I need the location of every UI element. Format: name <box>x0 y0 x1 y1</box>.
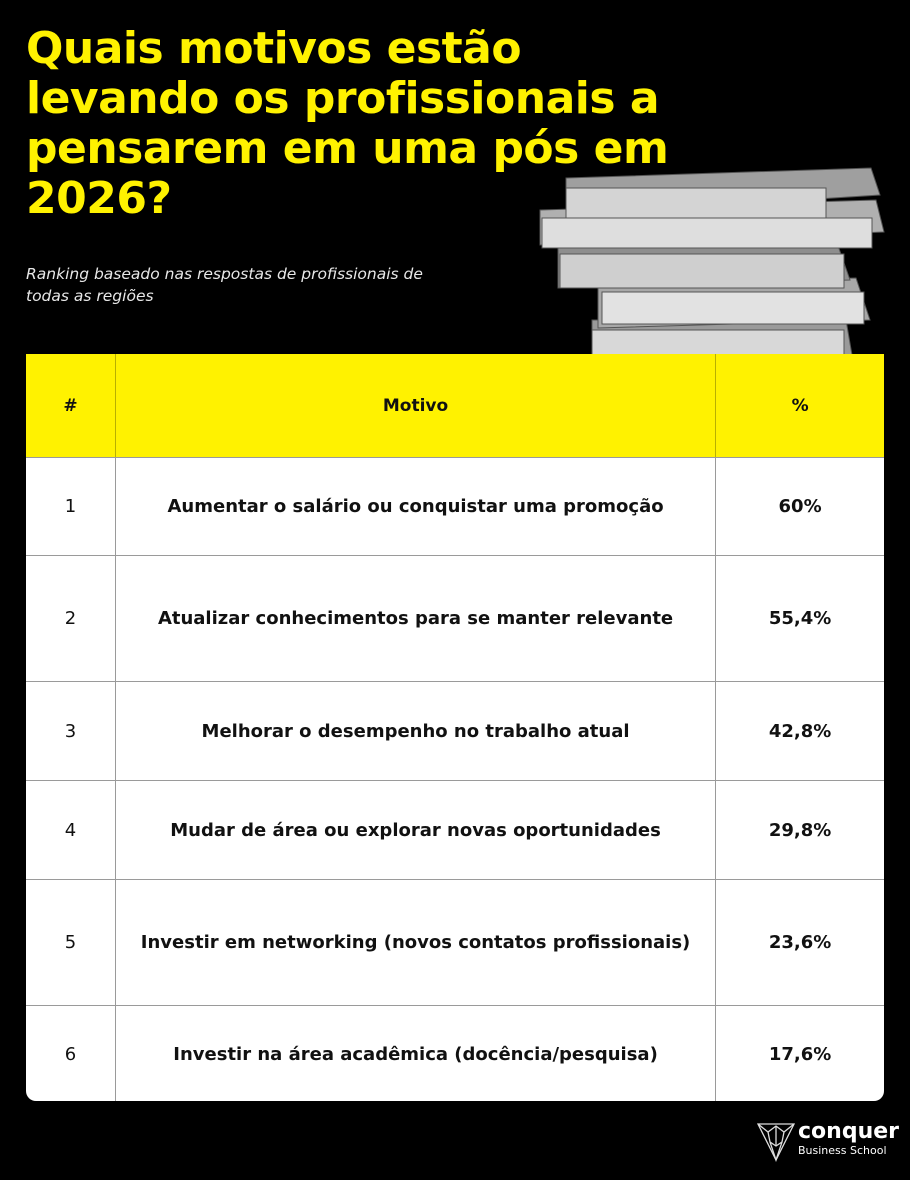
rank: 3 <box>64 720 77 742</box>
geometric-triangle-icon <box>756 1123 796 1163</box>
header-rank: # <box>63 395 78 416</box>
page-title: Quais motivos estão levando os profissio… <box>26 23 669 224</box>
rank: 1 <box>64 496 77 517</box>
logo-name: conquer <box>798 1119 899 1144</box>
table-row: 3 Melhorar o desempenho no trabalho atua… <box>26 681 884 780</box>
header-motivo: Motivo <box>114 354 717 457</box>
table-row: 2 Atualizar conhecimentos para se manter… <box>26 555 884 681</box>
ranking-table: # Motivo % 1 Aumentar o salário ou conqu… <box>26 354 884 1101</box>
conquer-logo: conquer Business School <box>756 1119 899 1164</box>
pct: 17,6% <box>768 1044 832 1065</box>
logo-subtitle: Business School <box>798 1144 887 1157</box>
pct: 29,8% <box>768 819 832 841</box>
table-header: # Motivo % <box>26 354 884 457</box>
table-row: 5 Investir em networking (novos contatos… <box>26 879 884 1005</box>
pct: 60% <box>778 496 822 517</box>
rank: 5 <box>64 932 77 953</box>
motivo: Investir em networking (novos contatos p… <box>114 880 717 1005</box>
table-row: 1 Aumentar o salário ou conquistar uma p… <box>26 457 884 555</box>
table-row: 6 Investir na área acadêmica (docência/p… <box>26 1005 884 1101</box>
motivo: Melhorar o desempenho no trabalho atual <box>114 682 717 780</box>
motivo: Atualizar conhecimentos para se manter r… <box>114 556 717 681</box>
pct: 23,6% <box>768 932 832 953</box>
pct: 42,8% <box>768 720 832 742</box>
motivo: Mudar de área ou explorar novas oportuni… <box>114 781 717 879</box>
motivo: Aumentar o salário ou conquistar uma pro… <box>114 458 717 555</box>
header-pct: % <box>791 395 809 416</box>
rank: 6 <box>64 1044 77 1065</box>
pct: 55,4% <box>768 608 832 629</box>
table-row: 4 Mudar de área ou explorar novas oportu… <box>26 780 884 879</box>
subtitle: Ranking baseado nas respostas de profiss… <box>26 265 423 305</box>
stack-of-books-icon <box>539 167 885 369</box>
rank: 4 <box>64 819 77 841</box>
motivo: Investir na área acadêmica (docência/pes… <box>114 1006 717 1101</box>
rank: 2 <box>64 608 77 629</box>
